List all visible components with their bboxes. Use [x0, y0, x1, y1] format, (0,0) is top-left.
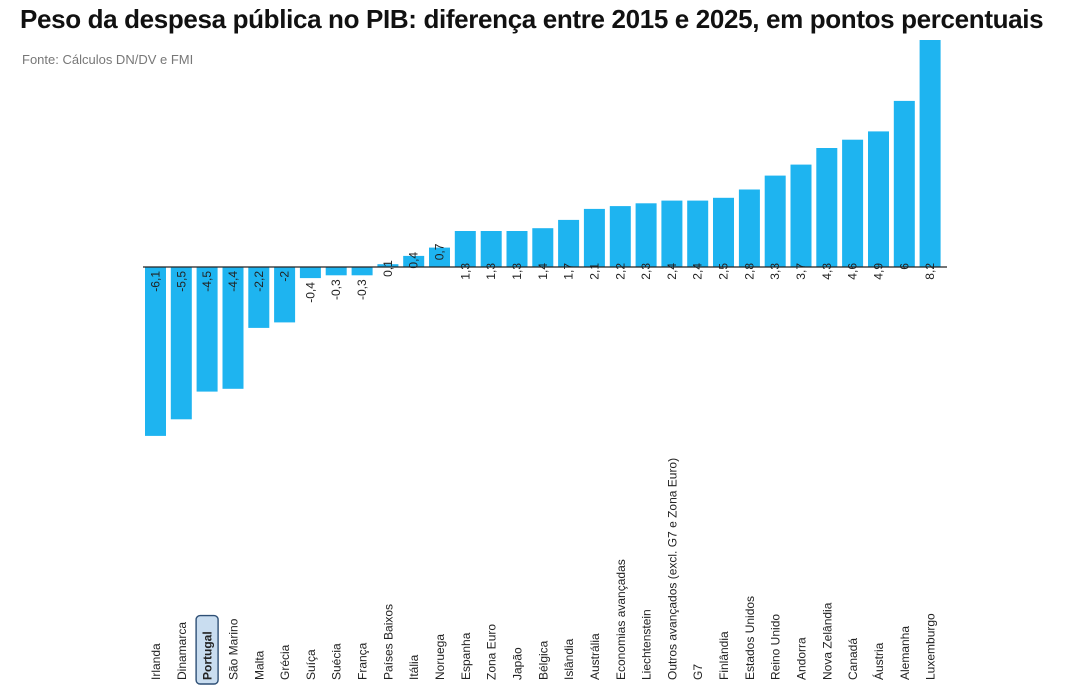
category-label: Irlanda	[149, 643, 163, 680]
bar-suécia	[325, 267, 347, 276]
chart-source: Fonte: Cálculos DN/DV e FMI	[22, 52, 194, 67]
bar-islândia	[558, 219, 580, 267]
value-label: 2,2	[613, 263, 627, 280]
value-label: 3,3	[768, 263, 782, 280]
value-label: -0,4	[303, 282, 317, 303]
bar-bélgica	[532, 228, 554, 267]
value-label: 6	[897, 263, 911, 270]
value-label: 0,1	[381, 260, 395, 277]
bar-noruega	[429, 247, 450, 267]
bar-dinamarca	[170, 267, 192, 420]
bar-irlanda	[145, 267, 166, 436]
category-label: Japão	[511, 647, 525, 680]
value-label: -4,5	[200, 271, 214, 292]
category-label: G7	[691, 664, 705, 680]
bar-suíça	[299, 267, 321, 279]
value-label: -0,3	[329, 279, 343, 300]
category-label: Noruega	[433, 634, 447, 680]
value-label: 2,8	[742, 263, 756, 280]
category-label: Dinamarca	[175, 622, 189, 680]
bar-áustria	[868, 131, 889, 267]
category-label: Suíça	[304, 649, 318, 680]
value-label: -0,3	[355, 279, 369, 300]
category-label: Islândia	[562, 638, 576, 680]
bar-grécia	[274, 267, 296, 323]
value-label: -2,2	[252, 271, 266, 292]
bar-andorra	[790, 164, 812, 267]
value-label: -4,4	[226, 271, 240, 292]
category-label: Países Baixos	[381, 604, 395, 680]
category-label: Itália	[407, 654, 421, 680]
category-label: Espanha	[459, 632, 473, 680]
category-label: Outros avançados (excl. G7 e Zona Euro)	[665, 458, 679, 680]
bar-outros-avançados-excl-g7-e-zona-euro-	[661, 200, 683, 267]
value-label: 8,2	[923, 263, 937, 280]
value-label: 2,3	[639, 263, 653, 280]
value-label: 2,4	[691, 263, 705, 280]
value-label: 3,7	[794, 263, 808, 280]
category-label: São Marino	[227, 618, 241, 680]
value-label: 1,3	[510, 263, 524, 280]
category-label: Zona Euro	[485, 624, 499, 680]
bar-itália	[403, 255, 425, 267]
value-label: 4,6	[846, 263, 860, 280]
bar-são-marino	[222, 267, 244, 389]
chart-title: Peso da despesa pública no PIB: diferenç…	[20, 4, 1044, 34]
value-label: 0,4	[407, 252, 421, 269]
bar-malta	[248, 267, 270, 328]
category-label: Luxemburgo	[924, 613, 938, 680]
bar-finlândia	[713, 197, 734, 267]
category-label: Austrália	[588, 633, 602, 680]
category-label: França	[356, 642, 370, 680]
bar-países-baixos	[377, 264, 399, 267]
category-label: Liechtenstein	[640, 609, 654, 680]
category-label: Reino Unido	[769, 614, 783, 680]
highlight-box-portugal	[195, 614, 219, 685]
bar-estados-unidos	[738, 189, 760, 267]
bar-liechtenstein	[635, 203, 657, 267]
category-label: Áustria	[871, 642, 886, 680]
category-label: Grécia	[278, 644, 292, 680]
bar-zona-euro	[480, 231, 502, 267]
value-label: 4,9	[872, 263, 886, 280]
value-label: 4,3	[820, 263, 834, 280]
value-label: 1,3	[484, 263, 498, 280]
category-label: Nova Zelândia	[820, 602, 834, 680]
value-label: 1,3	[458, 263, 472, 280]
bar-portugal	[196, 267, 218, 392]
bar-reino-unido	[764, 175, 786, 267]
bar-g7	[687, 200, 709, 267]
category-label: Andorra	[795, 637, 809, 680]
value-label: 1,4	[536, 263, 550, 280]
value-label: 2,4	[665, 263, 679, 280]
value-label: -6,1	[149, 271, 163, 292]
bar-luxemburgo	[919, 40, 941, 267]
value-label: 1,7	[562, 263, 576, 280]
bar-espanha	[454, 231, 476, 267]
category-label: Estados Unidos	[743, 596, 757, 680]
category-label: Finlândia	[717, 631, 731, 680]
value-label: 2,1	[587, 263, 601, 280]
bar-alemanha	[893, 100, 915, 268]
bar-austrália	[583, 208, 605, 267]
bar-economias-avançadas	[609, 206, 631, 267]
category-label: Suécia	[330, 643, 344, 680]
category-label: Economias avançadas	[614, 559, 628, 680]
bar-canadá	[842, 139, 864, 267]
value-label: -5,5	[174, 271, 188, 292]
value-label: 0,7	[433, 243, 447, 260]
category-label: Canadá	[846, 638, 860, 680]
category-label: Bélgica	[536, 640, 550, 680]
value-label: -2	[278, 271, 292, 282]
bar-japão	[506, 231, 528, 267]
category-label: Alemanha	[898, 626, 912, 680]
bar-nova-zelândia	[816, 148, 838, 267]
category-label: Portugal	[201, 631, 215, 680]
value-label: 2,5	[717, 263, 731, 280]
bar-frança	[351, 267, 373, 276]
category-label: Malta	[252, 650, 266, 680]
